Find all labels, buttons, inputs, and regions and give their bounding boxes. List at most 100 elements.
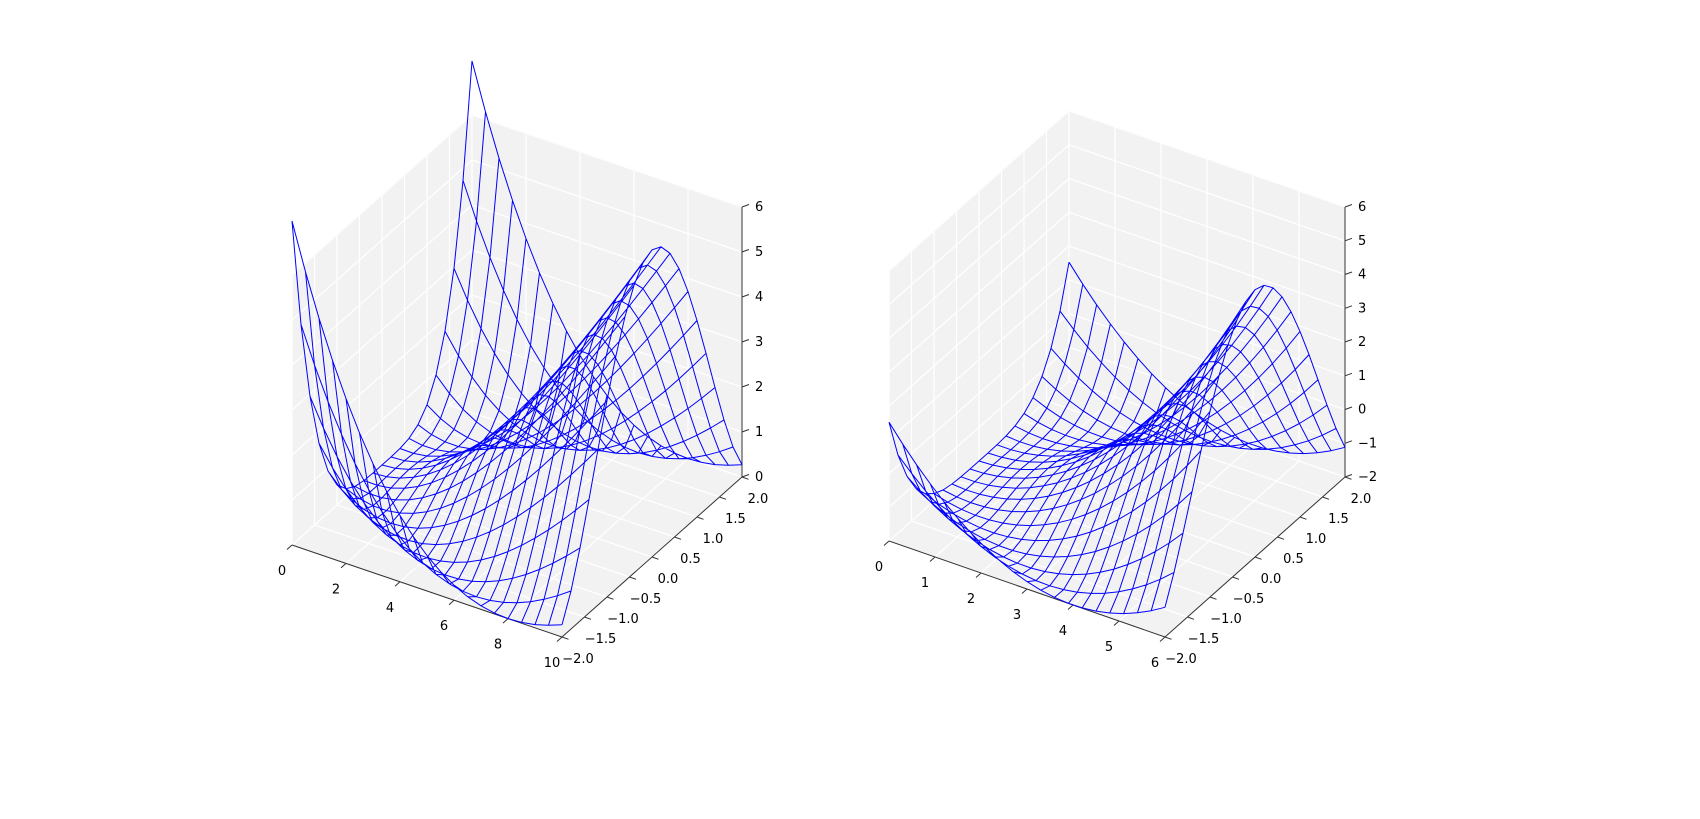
grid-line: [471, 204, 743, 298]
x-tick-mark: [975, 572, 982, 578]
grid-line: [314, 524, 585, 618]
grid-line: [291, 159, 473, 321]
grid-line: [1068, 380, 1346, 478]
z-tick-label: −1: [1358, 436, 1377, 451]
axis-panes: [888, 109, 1346, 638]
z-tick-mark: [1344, 271, 1353, 275]
wireframe-surface: [291, 60, 743, 626]
z-tick-mark: [741, 384, 750, 388]
grid-line: [888, 211, 1070, 373]
y-tick-mark: [1254, 556, 1262, 560]
grid-line: [471, 294, 743, 388]
x-tick-mark: [394, 581, 401, 587]
grid-line: [291, 249, 473, 411]
grid-line: [888, 245, 1070, 407]
grid-line: [888, 110, 1070, 272]
z-tick-label: 6: [1358, 200, 1366, 215]
y-tick-label: 0.5: [680, 552, 701, 567]
right-3d-wireframe-plot: 0 1 2 3 4 5 6 −2.0 −1.5 −1.0 −0.5 0.00.51.01.52.0 −2…: [875, 109, 1377, 671]
z-tick-label: 3: [1358, 301, 1366, 316]
x-tick-mark: [340, 563, 347, 569]
x-tick-mark: [1067, 604, 1074, 610]
z-tick-label: 2: [1358, 335, 1366, 350]
grid-line: [888, 178, 1070, 339]
y-tick-mark: [696, 516, 704, 520]
y-tick-mark: [629, 576, 637, 580]
x-tick-label: 8: [494, 638, 502, 653]
x-tick-mark: [883, 540, 890, 546]
grid-line: [291, 114, 473, 276]
y-tick-label: 2.0: [748, 492, 769, 507]
x-tick-label: 4: [1059, 624, 1067, 639]
grid-line: [1068, 279, 1346, 377]
x-tick-label: 0: [278, 564, 286, 579]
grid-line: [291, 294, 473, 456]
y-tick-mark: [1164, 636, 1172, 640]
grid-line: [471, 159, 743, 253]
y-tick-label: 0.0: [1261, 572, 1282, 587]
y-tick-label: −0.5: [1233, 592, 1265, 607]
x-tick-label: 1: [921, 576, 929, 591]
x-axis-line: [291, 544, 563, 638]
y-tick-mark: [1187, 616, 1195, 620]
grid-line: [956, 480, 1233, 578]
grid-line: [471, 249, 743, 343]
x-tick-mark: [502, 618, 509, 624]
tick-labels: 0 2 4 6 8 10 −2.0 −1.5 −1.0 −0.5 0.00.51.01.52.0 0 1…: [278, 200, 768, 671]
grid-line: [1068, 346, 1346, 444]
y-tick-label: 1.0: [1306, 532, 1327, 547]
grid-line: [888, 313, 1070, 474]
grid-line: [1001, 440, 1278, 538]
grid-line: [381, 464, 653, 558]
x-tick-mark: [1159, 636, 1166, 642]
x-tick-mark: [929, 556, 936, 562]
z-tick-mark: [741, 474, 750, 478]
grid-line: [471, 114, 743, 208]
z-tick-label: 0: [755, 470, 763, 485]
z-tick-mark: [741, 204, 750, 208]
z-tick-mark: [1344, 372, 1353, 377]
y-tick-mark: [1277, 536, 1285, 540]
x-tick-mark: [1113, 620, 1120, 626]
y-tick-label: −2.0: [1165, 652, 1197, 667]
z-tick-label: 3: [755, 335, 763, 350]
y-tick-label: −1.5: [585, 632, 617, 647]
z-tick-label: 1: [755, 425, 763, 440]
z-tick-mark: [1344, 406, 1353, 410]
tick-labels: 0 1 2 3 4 5 6 −2.0 −1.5 −1.0 −0.5 0.00.51.01.52.0 −2…: [875, 200, 1377, 671]
y-tick-mark: [1209, 596, 1217, 600]
y-tick-mark: [1344, 476, 1352, 480]
grid-line: [1068, 144, 1346, 242]
x-tick-mark: [448, 599, 455, 606]
z-tick-mark: [741, 249, 750, 253]
y-tick-mark: [1299, 516, 1307, 520]
z-tick-label: 6: [755, 200, 763, 215]
z-tick-mark: [1344, 237, 1353, 242]
z-tick-mark: [741, 429, 750, 433]
y-tick-label: −1.5: [1188, 632, 1220, 647]
x-tick-label: 6: [1151, 656, 1159, 671]
z-tick-label: 4: [1358, 268, 1366, 283]
z-tick-label: −2: [1358, 470, 1377, 485]
grid-line: [1068, 211, 1346, 309]
grid-line: [1068, 110, 1346, 208]
y-tick-mark: [1322, 496, 1330, 500]
y-tick-mark: [674, 536, 682, 540]
y-tick-label: 1.5: [1328, 512, 1349, 527]
grid-line: [888, 144, 1070, 306]
grid-line: [978, 460, 1256, 558]
y-tick-mark: [606, 596, 614, 600]
z-tick-mark: [1344, 474, 1353, 478]
z-tick-mark: [1344, 305, 1353, 309]
wireframe-surface: [888, 261, 1346, 615]
z-tick-label: 2: [755, 380, 763, 395]
x-tick-label: 10: [544, 656, 561, 671]
y-tick-label: 0.5: [1283, 552, 1304, 567]
z-tick-mark: [1344, 339, 1353, 343]
grid-line: [888, 346, 1070, 508]
y-tick-mark: [651, 556, 659, 560]
x-tick-label: 2: [332, 582, 340, 597]
z-tick-label: 5: [755, 245, 763, 260]
